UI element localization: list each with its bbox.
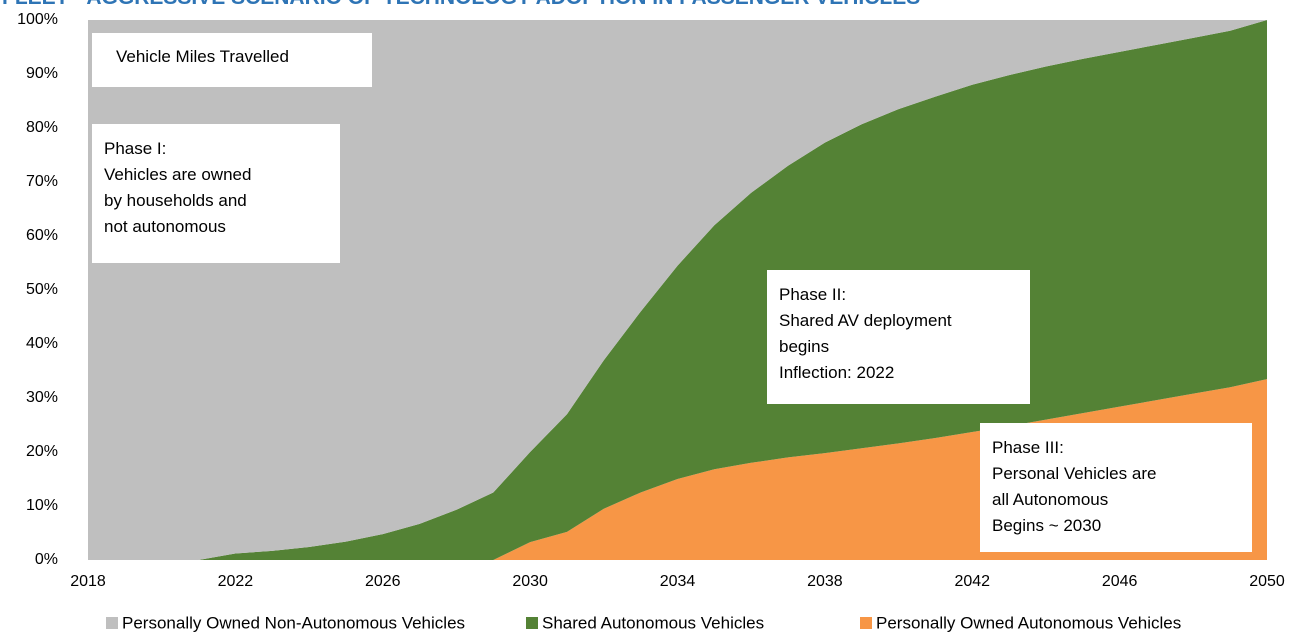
chart-title: FLEET - AGGRESSIVE SCENARIO OF TECHNOLOG… (2, 0, 920, 9)
y-tick-label: 30% (26, 389, 58, 406)
legend-label: Personally Owned Non-Autonomous Vehicles (122, 613, 465, 632)
y-tick-label: 50% (26, 281, 58, 298)
annotation-text: begins (779, 337, 829, 356)
x-tick-label: 2034 (660, 573, 696, 590)
y-tick-label: 60% (26, 227, 58, 244)
y-tick-label: 100% (17, 11, 58, 28)
legend-label: Personally Owned Autonomous Vehicles (876, 613, 1181, 632)
annotation-text: not autonomous (104, 217, 226, 236)
annotation-box (980, 423, 1252, 552)
annotation-text: by households and (104, 191, 247, 210)
x-tick-label: 2046 (1102, 573, 1138, 590)
x-tick-label: 2030 (512, 573, 548, 590)
legend-swatch (526, 617, 538, 629)
annotation-text: Vehicle Miles Travelled (116, 47, 289, 66)
annotation-box (767, 270, 1030, 404)
y-tick-label: 0% (35, 551, 58, 568)
annotation-text: Phase I: (104, 139, 166, 158)
y-tick-label: 70% (26, 173, 58, 190)
x-tick-label: 2038 (807, 573, 843, 590)
annotation-text: Shared AV deployment (779, 311, 952, 330)
x-tick-label: 2050 (1249, 573, 1285, 590)
area (88, 20, 1267, 560)
area (88, 379, 1267, 560)
annotation-text: Begins ~ 2030 (992, 516, 1101, 535)
annotation-text: Vehicles are owned (104, 165, 251, 184)
y-tick-label: 40% (26, 335, 58, 352)
x-tick-label: 2018 (70, 573, 106, 590)
annotation-text: Inflection: 2022 (779, 363, 894, 382)
area (88, 20, 1267, 560)
annotation-text: all Autonomous (992, 490, 1108, 509)
annotation-text: Phase II: (779, 285, 846, 304)
plot-area (88, 20, 1267, 560)
x-tick-label: 2026 (365, 573, 401, 590)
y-tick-label: 80% (26, 119, 58, 136)
y-tick-label: 90% (26, 65, 58, 82)
x-tick-label: 2022 (218, 573, 254, 590)
annotation-text: Personal Vehicles are (992, 464, 1156, 483)
legend-swatch (106, 617, 118, 629)
annotation-box (92, 124, 340, 263)
legend-swatch (860, 617, 872, 629)
legend-label: Shared Autonomous Vehicles (542, 613, 764, 632)
y-tick-label: 20% (26, 443, 58, 460)
annotation-text: Phase III: (992, 438, 1064, 457)
y-tick-label: 10% (26, 497, 58, 514)
annotation-box (92, 33, 372, 87)
x-tick-label: 2042 (954, 573, 990, 590)
